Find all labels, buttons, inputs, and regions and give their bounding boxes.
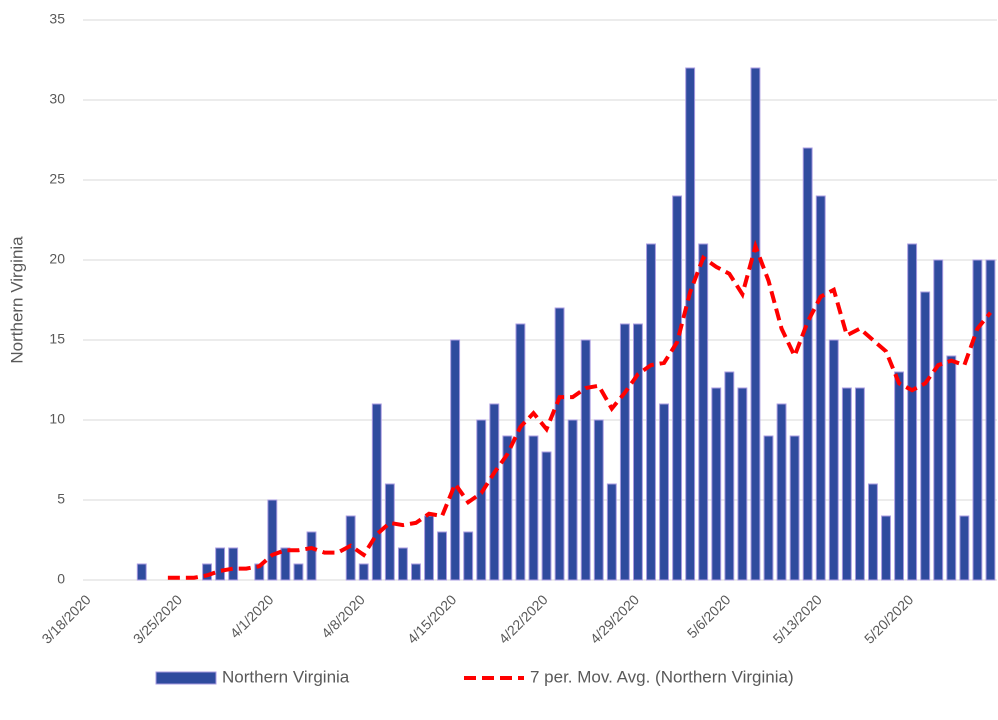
bar xyxy=(802,147,813,581)
bar xyxy=(293,563,304,581)
y-tick-label: 15 xyxy=(49,331,65,347)
bar xyxy=(632,323,643,581)
moving-average-line xyxy=(167,239,993,580)
bar xyxy=(567,419,578,581)
bar xyxy=(371,403,382,581)
y-tick-label: 5 xyxy=(57,491,65,507)
bar xyxy=(659,403,669,581)
bar xyxy=(698,243,709,581)
bar xyxy=(358,563,369,581)
bar xyxy=(854,387,865,581)
x-tick-label: 3/18/2020 xyxy=(38,591,94,647)
bar xyxy=(672,195,683,581)
x-tick-label: 4/1/2020 xyxy=(227,591,277,641)
y-tick-label: 20 xyxy=(49,251,65,267)
legend-label: Northern Virginia xyxy=(222,667,350,686)
bar xyxy=(763,435,774,581)
x-tick-label: 5/20/2020 xyxy=(861,591,917,647)
bar xyxy=(933,259,944,581)
x-tick-label: 5/13/2020 xyxy=(770,591,826,647)
bar xyxy=(789,435,800,581)
bar xyxy=(959,515,970,581)
bar xyxy=(907,243,918,581)
bar xyxy=(606,483,617,581)
x-tick-label: 3/25/2020 xyxy=(130,591,186,647)
bar xyxy=(384,483,395,581)
bar xyxy=(619,323,630,581)
legend-swatch xyxy=(155,671,217,685)
bar xyxy=(489,403,500,581)
bar xyxy=(646,243,656,581)
bar xyxy=(476,419,487,581)
bar xyxy=(411,563,421,581)
bar xyxy=(881,515,891,581)
bar xyxy=(894,371,905,581)
bar xyxy=(750,67,761,581)
bar xyxy=(815,195,826,581)
y-tick-label: 35 xyxy=(49,11,65,27)
bar xyxy=(541,451,552,581)
bar xyxy=(593,419,604,581)
bar xyxy=(554,307,565,581)
bar xyxy=(920,291,931,581)
bar xyxy=(685,67,696,581)
bar xyxy=(202,563,212,581)
bar xyxy=(580,339,591,581)
bar xyxy=(868,483,878,581)
bar xyxy=(267,499,278,581)
bar xyxy=(946,355,957,581)
x-tick-label: 4/8/2020 xyxy=(318,591,368,641)
y-axis-label: Northern Virginia xyxy=(7,236,26,364)
legend-label: 7 per. Mov. Avg. (Northern Virginia) xyxy=(530,667,794,686)
x-tick-label: 4/15/2020 xyxy=(404,591,460,647)
bar xyxy=(724,371,735,581)
bar xyxy=(450,339,461,581)
bar xyxy=(711,387,722,581)
bar xyxy=(528,435,539,581)
bar xyxy=(280,547,291,581)
bar xyxy=(972,259,983,581)
x-tick-label: 5/6/2020 xyxy=(684,591,734,641)
x-tick-label: 4/22/2020 xyxy=(495,591,551,647)
y-tick-label: 0 xyxy=(57,571,65,587)
x-tick-label: 4/29/2020 xyxy=(587,591,643,647)
y-tick-label: 25 xyxy=(49,171,65,187)
bar xyxy=(463,531,474,581)
y-tick-label: 10 xyxy=(49,411,65,427)
bar xyxy=(502,435,513,581)
bar xyxy=(985,259,996,581)
bar xyxy=(515,323,526,581)
bar xyxy=(424,515,434,581)
bar xyxy=(228,547,239,581)
bar xyxy=(306,531,317,581)
bar xyxy=(776,403,787,581)
bar xyxy=(737,387,748,581)
y-tick-label: 30 xyxy=(49,91,65,107)
bar xyxy=(437,531,448,581)
bar xyxy=(397,547,408,581)
bar xyxy=(215,547,226,581)
bar xyxy=(828,339,839,581)
bar xyxy=(136,563,147,581)
bar xyxy=(841,387,852,581)
